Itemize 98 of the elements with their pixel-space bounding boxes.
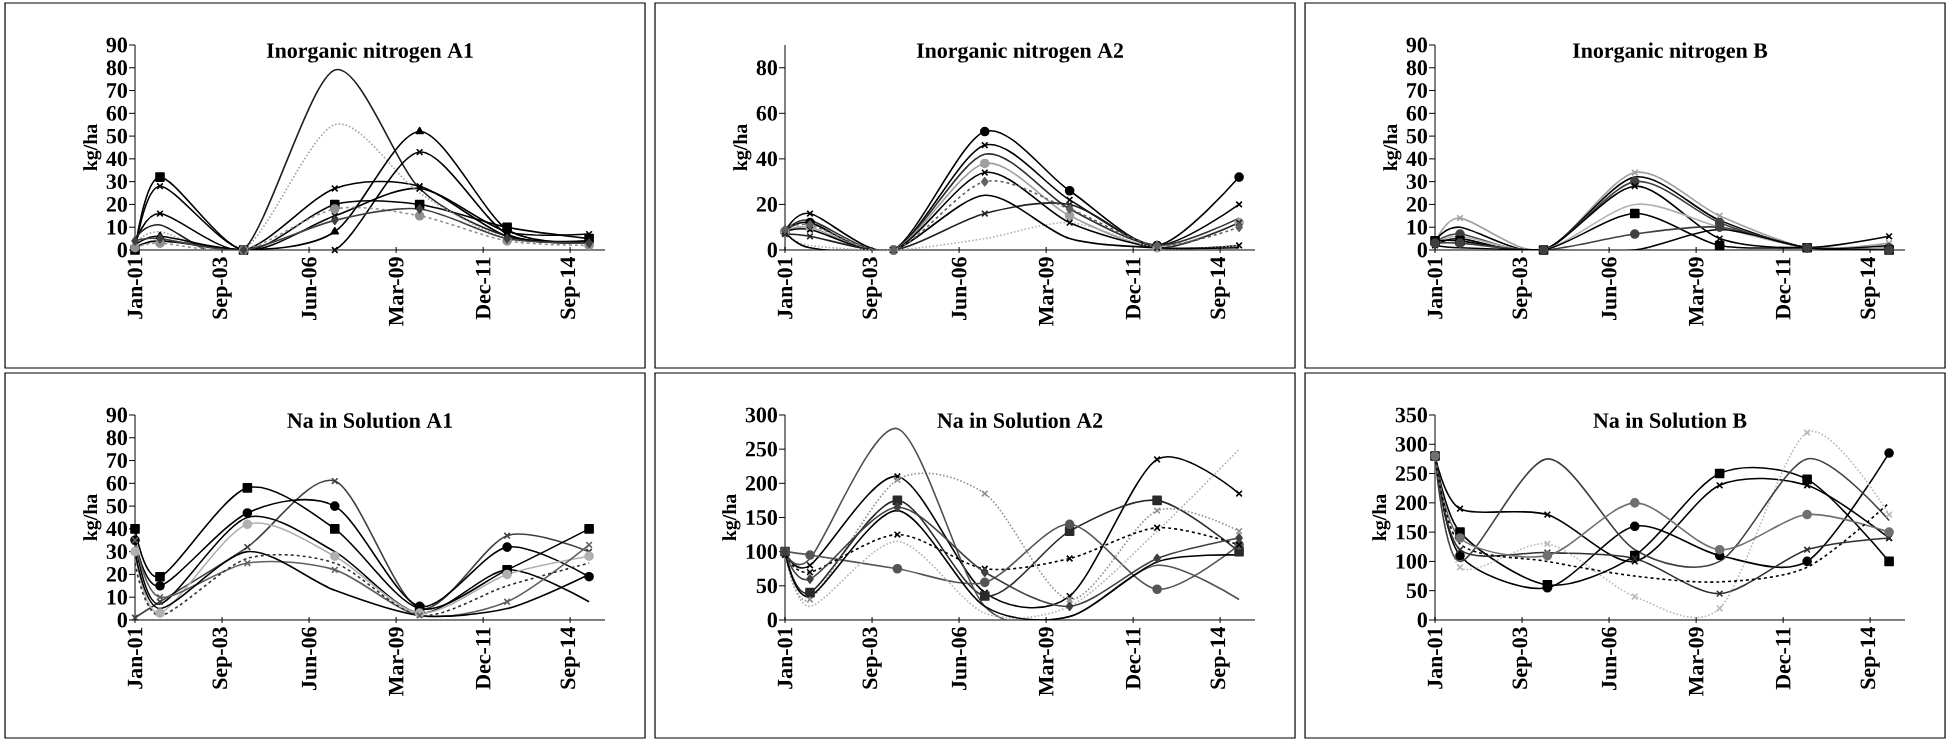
y-tick-label: 90 [106,407,127,423]
x-tick-label: Jun-06 [951,257,967,321]
x-tick-label: Mar-09 [1038,627,1054,696]
y-tick-label: 100 [746,544,777,560]
x-tick-label: Jan-01 [1427,257,1443,319]
x-tick-label: Dec-11 [1775,627,1791,690]
chart-title: Inorganic nitrogen A2 [916,42,1123,63]
x-tick-label: Dec-11 [475,627,491,690]
x-tick-label: Sep-14 [560,626,580,689]
y-tick-label: 20 [756,197,777,212]
y-tick-label: 100 [1396,554,1427,569]
y-tick-label: 60 [106,105,127,121]
y-axis-title: kg/ha [83,123,102,171]
y-tick-label: 80 [106,430,127,446]
x-tick-label: Dec-11 [1125,257,1141,320]
y-tick-label: 10 [1407,219,1427,235]
x-tick-label: Sep-03 [212,627,232,689]
y-tick-label: 300 [1395,436,1427,452]
x-tick-label: Dec-11 [1775,257,1791,320]
y-tick-label: 60 [756,105,777,121]
x-tick-label: Mar-09 [1038,257,1054,326]
y-tick-label: 0 [117,612,127,628]
y-tick-label: 30 [1406,174,1427,190]
x-tick-label: Sep-03 [212,257,232,319]
x-tick-label: Jun-06 [1601,257,1617,321]
x-tick-label: Sep-14 [1860,626,1880,689]
y-axis-title: kg/ha [1383,123,1402,171]
chart-title: Na in Solution B [1593,412,1747,428]
y-tick-label: 300 [745,407,777,423]
chart-title: Inorganic nitrogen A1 [266,42,473,63]
y-tick-label: 0 [1417,612,1427,628]
y-tick-label: 20 [1406,197,1427,212]
y-tick-label: 40 [106,521,127,537]
y-tick-label: 150 [1396,524,1427,540]
y-tick-label: 200 [745,475,777,491]
chart-title: Na in Solution A1 [287,412,452,429]
y-tick-label: 70 [107,83,127,98]
x-tick-label: Jun-06 [951,627,967,691]
x-tick-label: Jan-01 [777,627,793,689]
y-tick-label: 70 [1407,83,1427,98]
x-tick-label: Sep-03 [862,257,882,319]
y-tick-label: 30 [106,544,127,560]
y-tick-label: 80 [106,60,127,76]
y-tick-label: 80 [756,60,777,76]
y-tick-label: 50 [756,578,777,594]
y-tick-label: 30 [106,174,127,190]
x-tick-label: Mar-09 [1688,257,1704,326]
y-tick-label: 20 [106,197,127,212]
x-tick-label: Mar-09 [1688,627,1704,696]
x-tick-label: Sep-14 [1210,256,1230,319]
x-tick-label: Dec-11 [1125,627,1141,690]
y-axis-title: kg/ha [733,123,752,171]
y-tick-label: 250 [745,441,777,457]
y-tick-label: 350 [1395,407,1427,423]
x-tick-label: Jan-01 [127,627,143,689]
y-axis-title: kg/ha [722,493,741,541]
x-tick-label: Jan-01 [1427,627,1443,689]
y-tick-label: 0 [767,242,777,258]
y-tick-label: 20 [106,567,127,582]
x-tick-label: Jun-06 [1601,627,1617,691]
y-tick-label: 0 [117,242,127,258]
y-tick-label: 50 [106,128,127,144]
y-tick-label: 60 [106,475,127,491]
y-tick-label: 80 [1406,60,1427,76]
x-tick-label: Sep-14 [1210,626,1230,689]
y-axis-title: kg/ha [1372,493,1391,541]
y-tick-label: 10 [107,219,127,235]
x-tick-label: Jan-01 [777,257,793,319]
x-tick-label: Sep-03 [862,627,882,689]
y-tick-label: 70 [107,453,127,468]
y-tick-label: 60 [1406,105,1427,121]
x-tick-label: Jun-06 [301,257,317,321]
x-tick-label: Mar-09 [388,627,404,696]
x-tick-label: Sep-03 [1512,627,1532,689]
x-tick-label: Jun-06 [301,627,317,691]
x-tick-label: Mar-09 [388,257,404,326]
y-tick-label: 90 [1406,37,1427,53]
x-tick-label: Sep-14 [560,256,580,319]
y-tick-label: 90 [106,37,127,53]
y-axis-title: kg/ha [83,493,102,541]
x-tick-label: Dec-11 [475,257,491,320]
y-tick-label: 150 [746,510,777,525]
y-tick-label: 250 [1395,466,1427,481]
x-tick-label: Jan-01 [127,257,143,319]
chart-title: Inorganic nitrogen B [1572,42,1768,63]
y-tick-label: 10 [107,589,127,605]
x-tick-label: Sep-03 [1512,257,1532,319]
y-tick-label: 40 [106,151,127,167]
y-tick-label: 50 [1406,583,1427,599]
y-tick-label: 0 [767,612,777,628]
y-tick-label: 50 [1406,128,1427,144]
y-tick-label: 200 [1395,495,1427,511]
y-tick-label: 40 [756,151,777,167]
x-tick-label: Sep-14 [1860,256,1880,319]
chart-title: Na in Solution A2 [937,412,1103,428]
y-tick-label: 0 [1417,242,1427,258]
y-tick-label: 50 [106,498,127,514]
y-tick-label: 40 [1406,151,1427,167]
